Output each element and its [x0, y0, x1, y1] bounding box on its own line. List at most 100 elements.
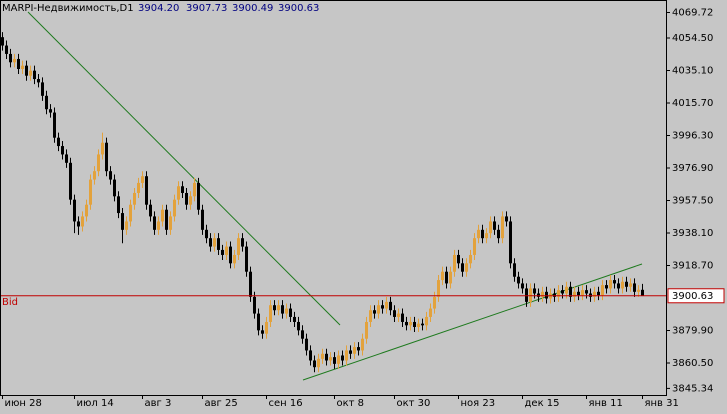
candle-body — [597, 291, 600, 296]
candle-body — [609, 280, 612, 289]
candle-body — [181, 186, 184, 193]
candle-body — [525, 288, 528, 302]
candle-body — [189, 196, 192, 205]
candle-body — [625, 281, 628, 287]
y-tick-label: 3860.50 — [672, 358, 713, 369]
candle-body — [317, 358, 320, 368]
candle-body — [341, 355, 344, 361]
candle-body — [437, 280, 440, 297]
y-tick-label: 3938.10 — [672, 228, 713, 239]
candle-body — [301, 330, 304, 339]
bid-box — [667, 288, 725, 304]
candle-body — [97, 154, 100, 172]
candle-body — [205, 229, 208, 239]
x-tick-label: авг 25 — [205, 398, 238, 409]
candle-body — [69, 162, 72, 200]
candle-body — [169, 216, 172, 230]
y-tick-label: 3845.34 — [672, 383, 713, 394]
candle-body — [633, 283, 636, 292]
candle-body — [521, 283, 524, 289]
candle-body — [293, 316, 296, 322]
candle-body — [197, 182, 200, 210]
candle-body — [393, 310, 396, 317]
candle-body — [477, 229, 480, 239]
candle-body — [565, 286, 568, 294]
candle-body — [149, 204, 152, 217]
candle-body — [473, 238, 476, 255]
candle-body — [601, 285, 604, 296]
y-tick-label: 3957.50 — [672, 196, 713, 207]
candle-body — [89, 179, 92, 205]
candle-body — [329, 357, 332, 361]
candle-body — [637, 289, 640, 292]
candle-body — [161, 209, 164, 222]
candle-body — [153, 216, 156, 230]
candle-body — [489, 221, 492, 234]
candle-body — [109, 171, 112, 180]
candle-body — [429, 308, 432, 317]
candle-body — [37, 79, 40, 83]
candle-body — [313, 360, 316, 368]
candle-body — [137, 182, 140, 193]
candle-body — [285, 308, 288, 314]
chart-title: MARPI-Недвижимость,D1 — [2, 3, 134, 14]
x-tick-label: дек 15 — [525, 398, 560, 409]
bid-value: 3900.63 — [672, 291, 713, 302]
candle-body — [569, 286, 572, 297]
candle-body — [401, 313, 404, 322]
candle-body — [389, 301, 392, 311]
candle-body — [445, 271, 448, 284]
candle-body — [249, 271, 252, 297]
candle-body — [253, 296, 256, 314]
candle-body — [589, 293, 592, 297]
candle-body — [257, 313, 260, 331]
candle-body — [213, 238, 216, 247]
x-tick-label: сен 16 — [269, 398, 303, 409]
candle-body — [421, 323, 424, 326]
candle-body — [133, 192, 136, 205]
candle-body — [369, 310, 372, 322]
candle-body — [237, 238, 240, 255]
candle-body — [85, 204, 88, 217]
candle-body — [581, 290, 584, 296]
candle-body — [513, 263, 516, 277]
candle-body — [533, 288, 536, 294]
candle-body — [537, 293, 540, 297]
candle-body — [193, 182, 196, 197]
candle-body — [449, 271, 452, 284]
candle-body — [49, 109, 52, 113]
candle-body — [417, 323, 420, 327]
candle-body — [241, 238, 244, 247]
candle-body — [381, 305, 384, 309]
candle-body — [5, 45, 8, 54]
plot-frame — [0, 0, 667, 396]
y-tick-label: 4035.10 — [672, 66, 713, 77]
candle-body — [333, 357, 336, 364]
candle-body — [29, 70, 32, 76]
candle-body — [345, 350, 348, 361]
candle-body — [357, 347, 360, 351]
candle-body — [165, 209, 168, 230]
x-tick-label: янв 31 — [645, 398, 679, 409]
candle-body — [349, 350, 352, 354]
candle-body — [461, 263, 464, 272]
y-tick-label: 3879.90 — [672, 326, 713, 337]
candle-body — [273, 305, 276, 311]
candle-body — [481, 229, 484, 239]
candle-body — [113, 179, 116, 197]
candle-body — [353, 347, 356, 354]
header-open: 3904.20 — [138, 3, 179, 14]
trend-line — [302, 263, 643, 381]
candle-body — [229, 246, 232, 264]
x-tick-label: ноя 23 — [461, 398, 496, 409]
candle-body — [173, 199, 176, 217]
candle-body — [405, 321, 408, 326]
candle-body — [457, 254, 460, 264]
x-tick-label: июл 14 — [77, 398, 114, 409]
candle-body — [641, 289, 644, 296]
candle-body — [365, 321, 368, 339]
header-close: 3900.63 — [278, 3, 319, 14]
y-tick-label: 3976.90 — [672, 163, 713, 174]
x-tick-label: янв 11 — [589, 398, 623, 409]
